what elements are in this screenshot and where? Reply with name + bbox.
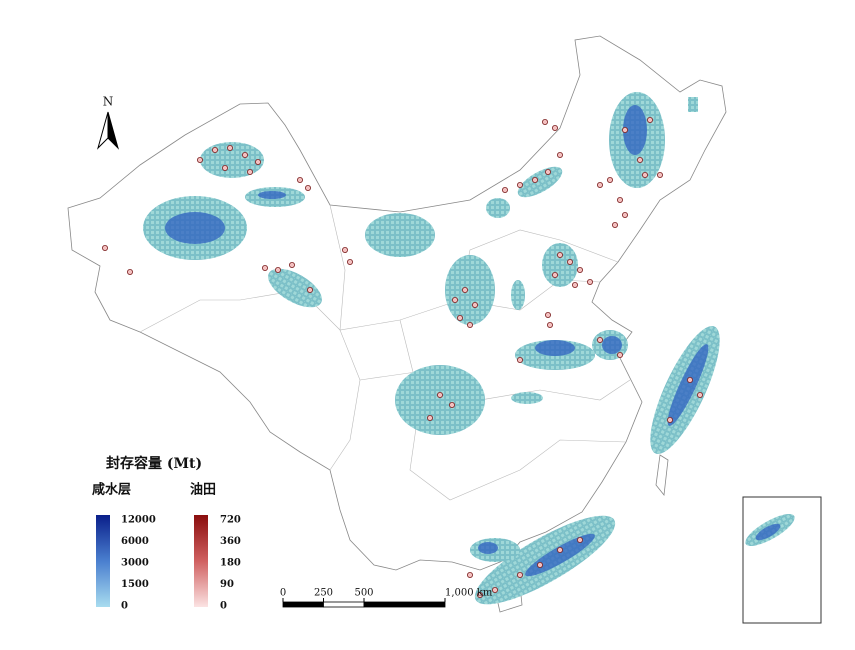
oil-dot	[697, 391, 704, 398]
oil-dot	[545, 168, 552, 175]
oil-dot	[466, 572, 473, 579]
oil-dot	[211, 146, 218, 153]
scale-segment	[282, 601, 324, 608]
oil-dot	[466, 321, 473, 328]
colorbar-oil	[194, 515, 208, 607]
oil-dot	[607, 176, 614, 183]
inset-area	[755, 523, 781, 541]
oil-dot	[476, 592, 483, 599]
oil-dot	[517, 181, 524, 188]
oil-dot	[341, 246, 348, 253]
legend-tick-label: 90	[220, 579, 234, 590]
legend-tick-label: 360	[220, 536, 241, 547]
oil-dot	[304, 184, 311, 191]
oil-dot	[471, 301, 478, 308]
legend-tick-label: 0	[121, 601, 128, 612]
oil-dot	[537, 562, 544, 569]
oil-dot	[587, 278, 594, 285]
oil-dot	[448, 401, 455, 408]
legend-tick-label: 6000	[121, 536, 149, 547]
oil-dot	[612, 221, 619, 228]
oil-dot	[127, 268, 134, 275]
scale-segment	[363, 601, 446, 608]
legend-tick-label: 3000	[121, 558, 149, 569]
oil-dot	[456, 314, 463, 321]
oil-dot	[491, 587, 498, 594]
oil-dot	[288, 261, 295, 268]
oil-dot	[552, 125, 559, 132]
oil-dot	[547, 321, 554, 328]
oil-dot	[451, 296, 458, 303]
oil-dot	[687, 376, 694, 383]
oil-dot	[557, 151, 564, 158]
oil-dot	[542, 119, 549, 126]
legend-tick-label: 1500	[121, 579, 149, 590]
north-label: N	[103, 95, 114, 109]
colorbar-saline	[96, 515, 110, 607]
scale-segment	[323, 601, 365, 608]
oil-dot	[597, 336, 604, 343]
oil-dot	[306, 286, 313, 293]
scale-label: 1,000 km	[445, 588, 493, 599]
oil-dot	[637, 156, 644, 163]
oil-dot	[426, 414, 433, 421]
oil-dot	[557, 251, 564, 258]
north-arrow	[97, 111, 109, 150]
legend-tick-label: 720	[220, 515, 241, 526]
legend-saline: 咸水层	[92, 482, 131, 498]
oil-dot	[501, 186, 508, 193]
oil-dot	[532, 176, 539, 183]
oil-dot	[577, 266, 584, 273]
oil-dot	[296, 176, 303, 183]
oil-dot	[617, 351, 624, 358]
oil-dot	[572, 281, 579, 288]
oil-dot	[617, 196, 624, 203]
oil-dot	[221, 164, 228, 171]
oil-dot	[346, 258, 353, 265]
oil-dot	[552, 271, 559, 278]
legend-oil: 油田	[190, 482, 216, 498]
oil-dot	[246, 168, 253, 175]
oil-dot	[241, 151, 248, 158]
legend-tick-label: 12000	[121, 515, 156, 526]
legend-title: 封存容量 (Mt)	[106, 455, 202, 472]
scale-label: 250	[314, 588, 333, 599]
oil-dot	[647, 117, 654, 124]
oil-dot	[261, 264, 268, 271]
oil-dot	[517, 356, 524, 363]
legend-tick-label: 0	[220, 601, 227, 612]
oil-dot	[274, 266, 281, 273]
oil-dot	[517, 572, 524, 579]
oil-dot	[567, 258, 574, 265]
oil-dot	[436, 391, 443, 398]
oil-dot	[622, 127, 629, 134]
oil-dot	[557, 547, 564, 554]
scale-label: 500	[354, 588, 373, 599]
saline-high	[165, 105, 709, 577]
oil-dot	[597, 181, 604, 188]
north-arrow	[107, 111, 119, 150]
oil-dot	[254, 158, 261, 165]
oil-dot	[196, 156, 203, 163]
island	[655, 454, 669, 497]
oil-dot	[102, 244, 109, 251]
oil-dot	[577, 537, 584, 544]
oil-dot	[642, 171, 649, 178]
oil-dot	[667, 416, 674, 423]
oil-dot	[622, 211, 629, 218]
oil-dot	[461, 286, 468, 293]
oil-dot	[657, 171, 664, 178]
oil-dot	[545, 311, 552, 318]
legend-tick-label: 180	[220, 558, 241, 569]
oil-dot	[226, 144, 233, 151]
scale-label: 0	[280, 588, 286, 599]
